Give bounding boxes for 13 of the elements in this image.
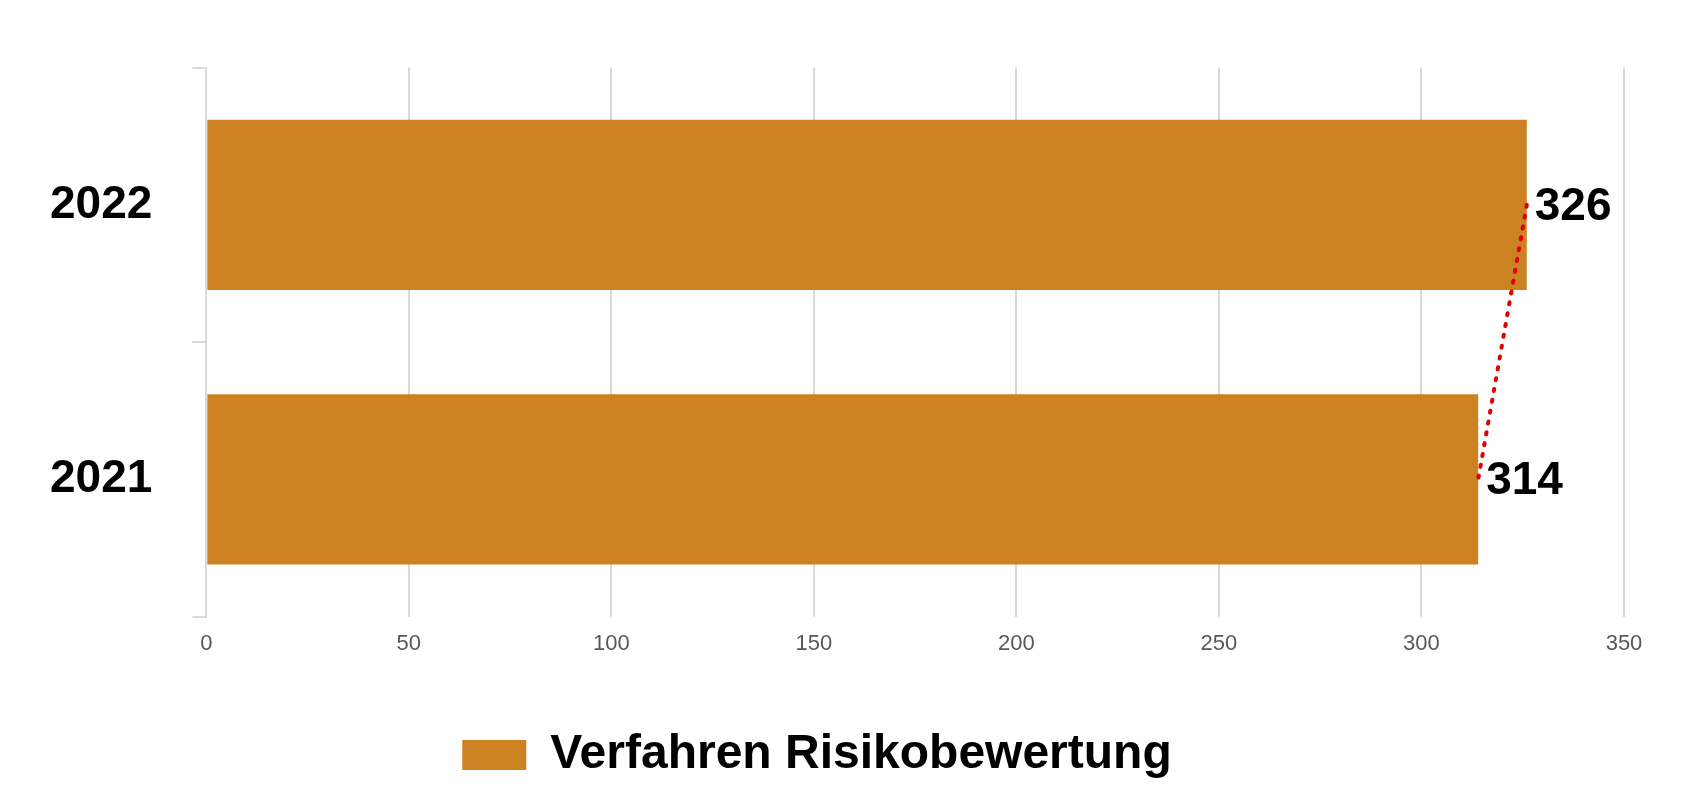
x-tick-label: 300 [1403, 629, 1440, 655]
x-tick-label: 200 [998, 629, 1035, 655]
data-label: 326 [1534, 177, 1612, 230]
x-tick-label: 50 [396, 629, 422, 655]
x-tick-label: 350 [1605, 629, 1643, 655]
y-tick-label: 2022 [49, 175, 153, 228]
y-tick-label: 2021 [49, 450, 153, 503]
x-tick-label: 0 [200, 629, 213, 655]
legend-label: Verfahren Risikobewertung [550, 725, 1172, 779]
data-label: 314 [1486, 452, 1564, 505]
x-tick-label: 100 [593, 629, 630, 655]
x-tick-label: 250 [1200, 629, 1238, 655]
x-tick-label: 150 [795, 629, 833, 655]
